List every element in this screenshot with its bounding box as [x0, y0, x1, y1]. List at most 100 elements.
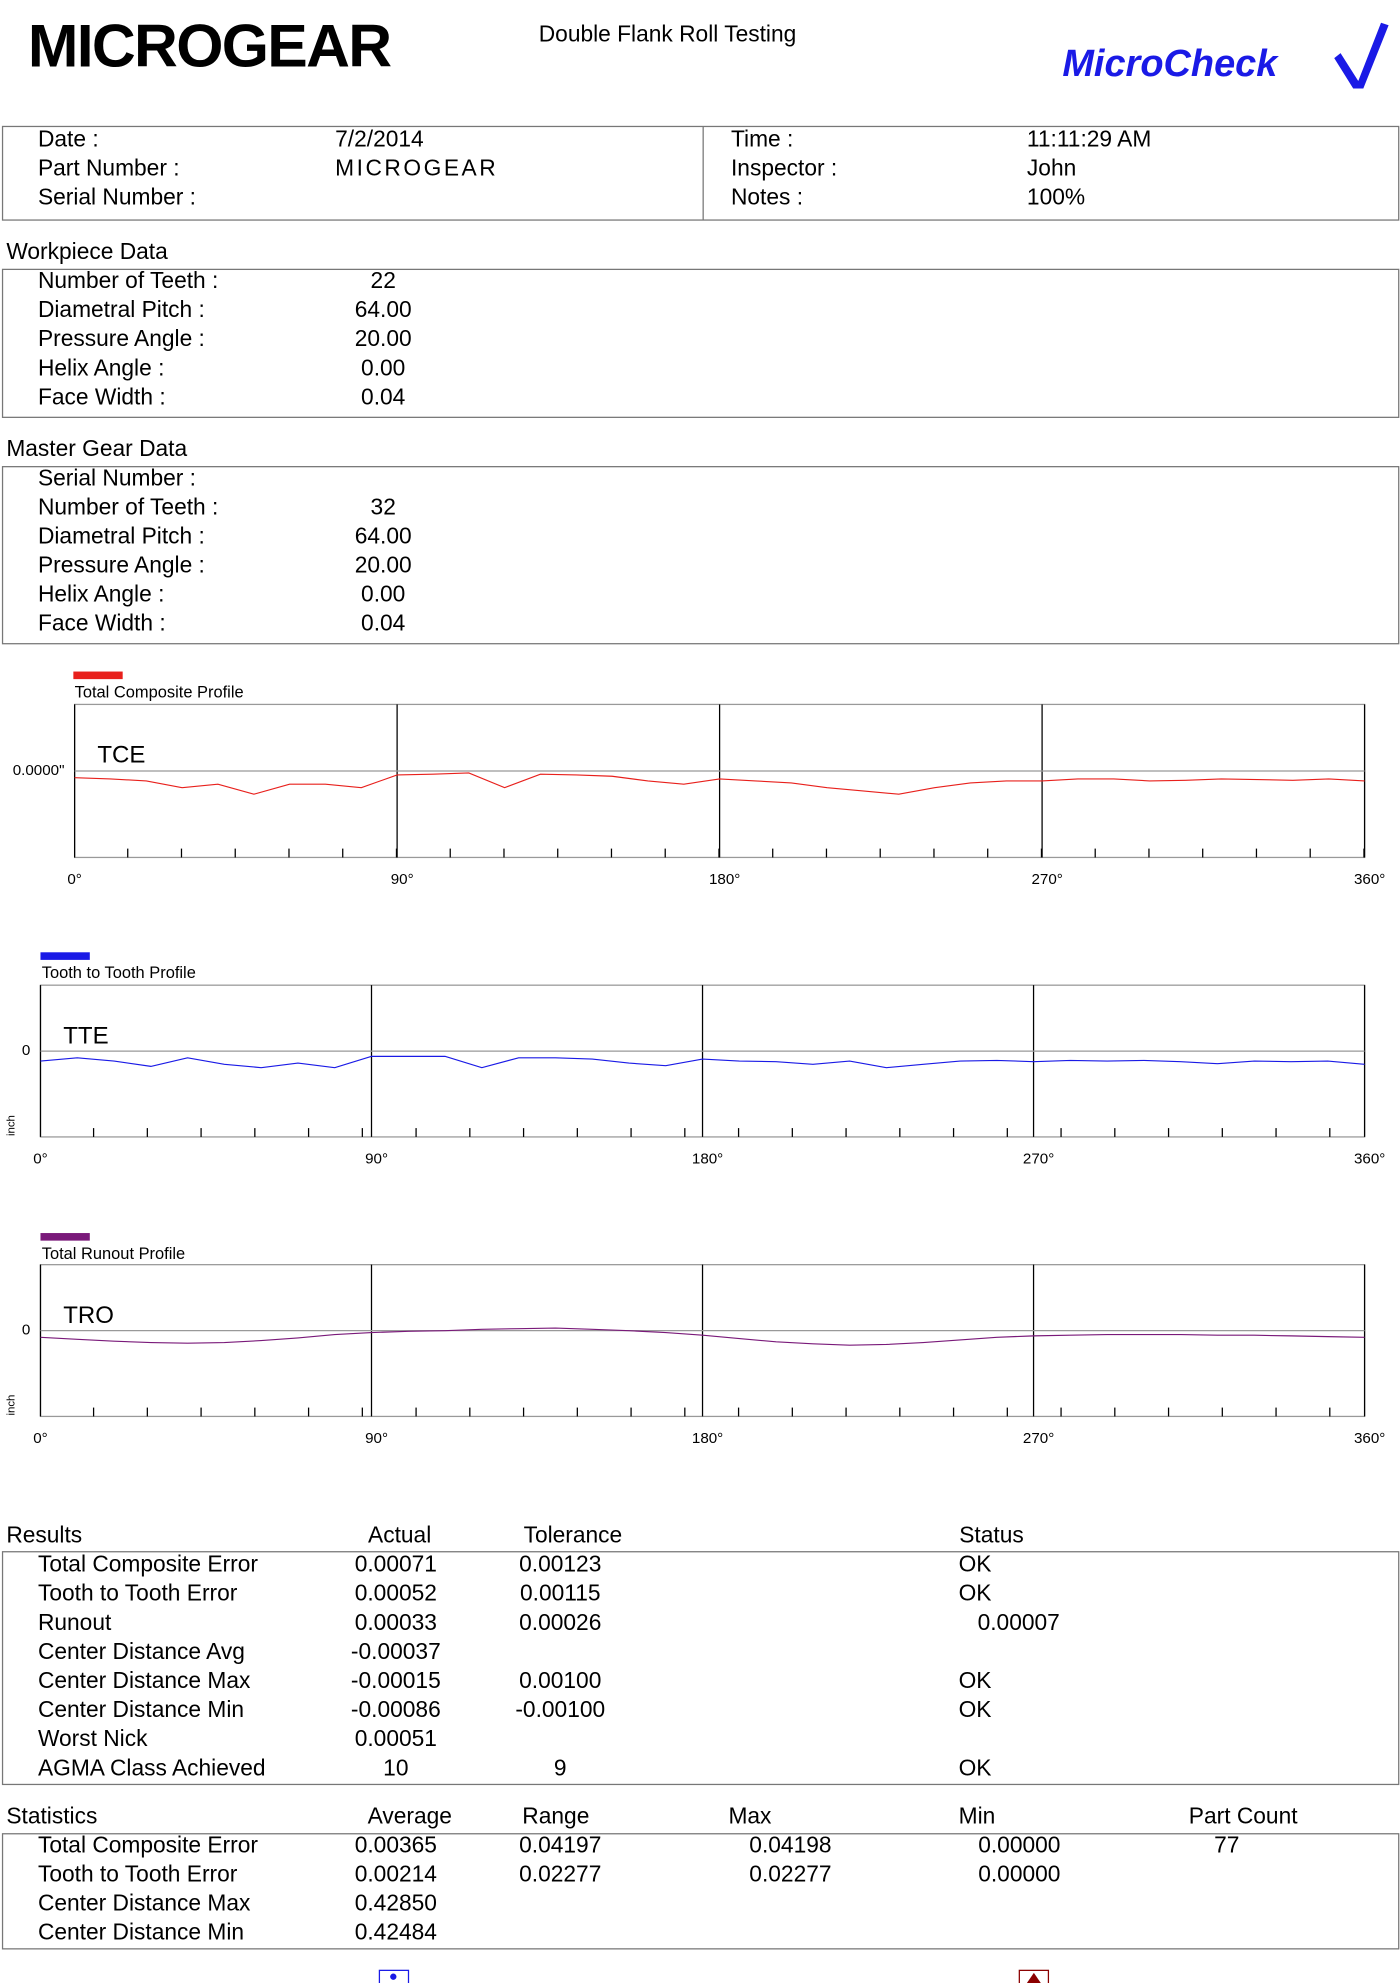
- field-value: 64.00: [355, 522, 412, 548]
- stat-average: 0.00365: [355, 1831, 437, 1857]
- field-label: Helix Angle :: [38, 354, 164, 380]
- stat-range: 0.04197: [519, 1831, 601, 1857]
- column-header: Status: [959, 1522, 1024, 1548]
- section-title: Statistics: [6, 1802, 97, 1828]
- result-status: OK: [959, 1696, 992, 1722]
- column-header: Average: [368, 1802, 452, 1828]
- result-actual: -0.00037: [351, 1638, 441, 1664]
- brand-check: [1334, 22, 1389, 89]
- workpiece-box: [1, 268, 1400, 418]
- field-label: Number of Teeth :: [38, 267, 218, 293]
- stat-max: 0.02277: [749, 1861, 831, 1887]
- field-label: Face Width :: [38, 610, 166, 636]
- info-label: Part Number :: [38, 154, 180, 180]
- x-tick-label: 90°: [391, 871, 414, 888]
- result-actual: 10: [383, 1754, 408, 1780]
- result-label: Center Distance Avg: [38, 1638, 245, 1664]
- field-value: 20.00: [355, 325, 412, 351]
- field-value: 0.04: [361, 383, 405, 409]
- result-status: OK: [959, 1580, 992, 1606]
- column-header: Min: [959, 1802, 996, 1828]
- stat-min: 0.00000: [978, 1861, 1060, 1887]
- legend-swatch: [73, 671, 123, 680]
- info-label: Inspector :: [731, 154, 837, 180]
- section-title: Workpiece Data: [6, 238, 168, 264]
- field-label: Face Width :: [38, 383, 166, 409]
- trace-label: TRO: [63, 1302, 114, 1329]
- logo-text: MICROGEAR: [28, 12, 397, 80]
- result-label: Total Composite Error: [38, 1551, 258, 1577]
- info-value: MICROGEAR: [335, 154, 498, 180]
- stat-average: 0.00214: [355, 1861, 437, 1887]
- x-tick-label: 270°: [1023, 1151, 1054, 1168]
- chart-title: Total Runout Profile: [42, 1245, 185, 1263]
- result-tolerance: -0.00100: [515, 1696, 605, 1722]
- stat-label: Center Distance Max: [38, 1890, 251, 1916]
- report-title: Double Flank Roll Testing: [539, 20, 797, 46]
- info-value: 7/2/2014: [335, 125, 424, 151]
- x-tick-label: 270°: [1023, 1430, 1054, 1447]
- x-tick-label: 180°: [692, 1430, 723, 1447]
- result-tolerance: 0.00026: [519, 1609, 601, 1635]
- field-label: Diametral Pitch :: [38, 522, 205, 548]
- x-tick-label: 360°: [1354, 871, 1385, 888]
- column-header: Range: [522, 1802, 589, 1828]
- result-tolerance: 0.00100: [519, 1667, 601, 1693]
- result-status: OK: [959, 1667, 992, 1693]
- trace: [74, 772, 1365, 795]
- column-header: Tolerance: [524, 1522, 623, 1548]
- x-tick-label: 0°: [33, 1151, 48, 1168]
- field-label: Pressure Angle :: [38, 325, 205, 351]
- stat-min: 0.00000: [978, 1831, 1060, 1857]
- info-label: Time :: [731, 125, 793, 151]
- column-header: Actual: [368, 1522, 431, 1548]
- result-tolerance: 0.00115: [520, 1580, 601, 1606]
- x-tick-label: 0°: [33, 1430, 48, 1447]
- x-tick-label: 90°: [365, 1430, 388, 1447]
- legend-icon-dot: [390, 1973, 397, 1980]
- statistics-box: [1, 1833, 1400, 1950]
- trace-label: TTE: [63, 1022, 108, 1049]
- info-label: Serial Number :: [38, 184, 196, 210]
- result-status: OK: [959, 1754, 992, 1780]
- result-actual: 0.00033: [355, 1609, 437, 1635]
- result-label: Tooth to Tooth Error: [38, 1580, 238, 1606]
- chart-title: Total Composite Profile: [75, 683, 244, 701]
- x-tick-label: 0°: [67, 871, 82, 888]
- section-title: Master Gear Data: [6, 435, 187, 461]
- stat-label: Total Composite Error: [38, 1831, 258, 1857]
- legend-swatch: [40, 952, 90, 960]
- x-tick-label: 360°: [1354, 1430, 1385, 1447]
- x-tick-label: 180°: [709, 871, 740, 888]
- trace: [40, 1327, 1365, 1346]
- info-label: Date :: [38, 125, 99, 151]
- stat-count: 77: [1214, 1831, 1239, 1857]
- field-value: 64.00: [355, 296, 412, 322]
- trace-label: TCE: [97, 742, 145, 769]
- field-value: 32: [371, 493, 396, 519]
- column-header: Part Count: [1189, 1802, 1298, 1828]
- legend-icon: [1018, 1969, 1050, 1983]
- result-label: Runout: [38, 1609, 112, 1635]
- field-label: Helix Angle :: [38, 581, 164, 607]
- x-tick-label: 180°: [692, 1151, 723, 1168]
- field-value: 22: [371, 267, 396, 293]
- field-label: Serial Number :: [38, 464, 196, 490]
- y-axis-label: inch: [5, 1395, 17, 1416]
- x-tick-label: 90°: [365, 1151, 388, 1168]
- y-tick-label: 0: [22, 1042, 30, 1059]
- field-value: 0.04: [361, 610, 405, 636]
- stat-average: 0.42484: [355, 1919, 437, 1945]
- result-label: Worst Nick: [38, 1725, 148, 1751]
- result-status: 0.00007: [978, 1609, 1060, 1635]
- master-box: [1, 466, 1400, 645]
- field-value: 0.00: [361, 581, 405, 607]
- stat-max: 0.04198: [749, 1831, 831, 1857]
- y-tick-label: 0.0000": [13, 762, 65, 779]
- x-tick-label: 270°: [1031, 871, 1062, 888]
- result-actual: 0.00051: [355, 1725, 437, 1751]
- field-value: 20.00: [355, 552, 412, 578]
- field-label: Number of Teeth :: [38, 493, 218, 519]
